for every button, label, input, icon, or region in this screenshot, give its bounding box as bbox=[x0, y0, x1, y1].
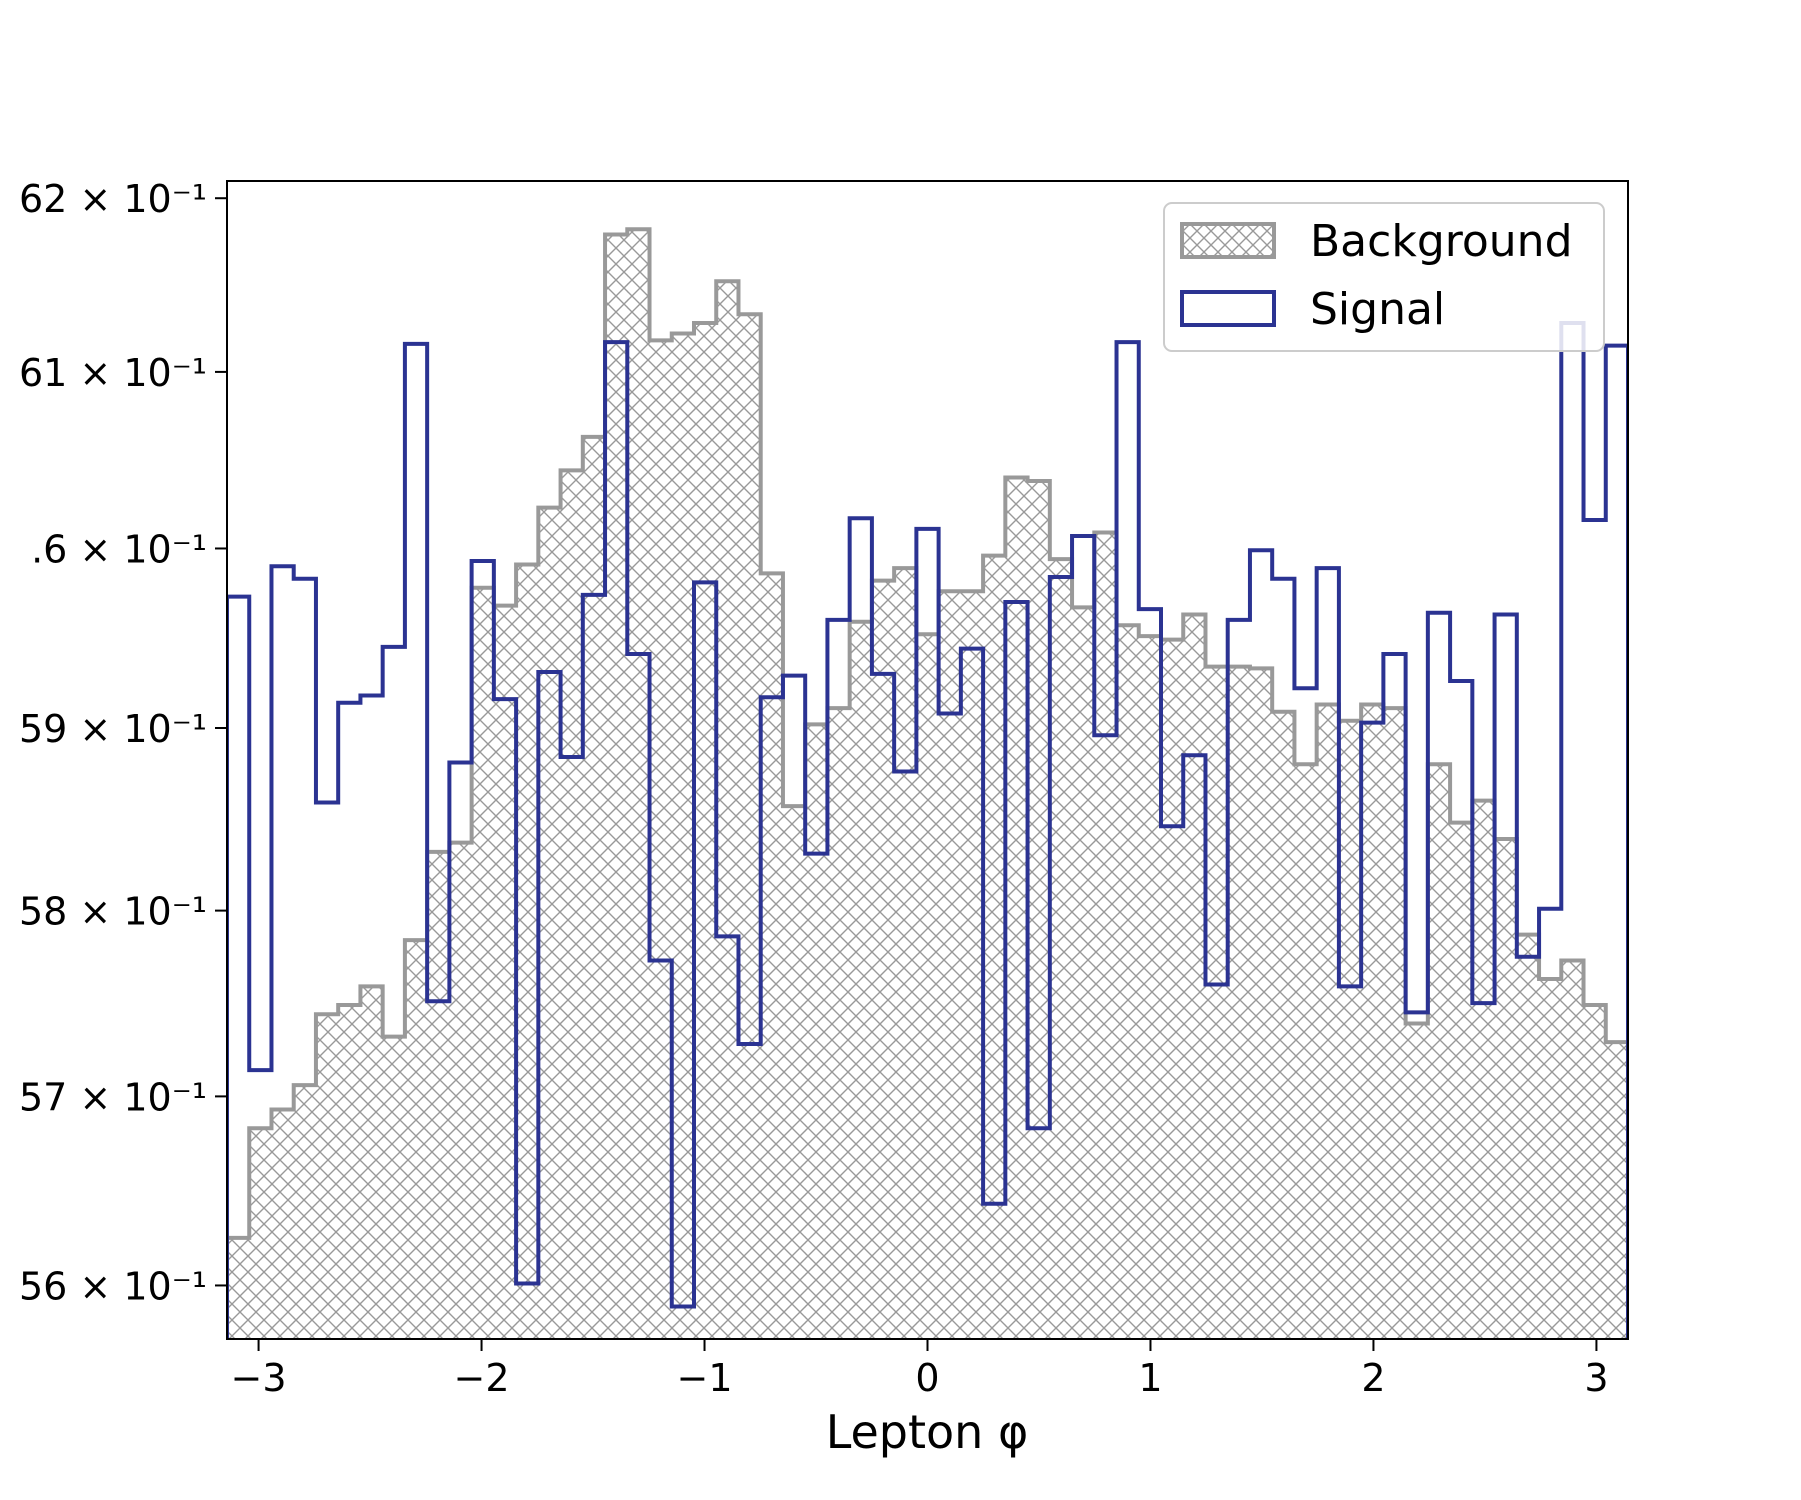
background-bar bbox=[1294, 764, 1318, 1339]
y-tick-label: 62 × 10⁻¹ bbox=[19, 177, 207, 221]
background-bar bbox=[560, 470, 584, 1339]
x-tick-label: 0 bbox=[915, 1356, 939, 1400]
x-tick-label: −1 bbox=[677, 1356, 733, 1400]
background-bar bbox=[782, 806, 806, 1339]
background-bar bbox=[1138, 636, 1162, 1339]
background-bar bbox=[1049, 559, 1073, 1339]
background-bar bbox=[227, 1237, 250, 1339]
signal-series bbox=[227, 320, 1628, 1339]
background-series bbox=[227, 227, 1628, 1339]
background-bar bbox=[805, 724, 828, 1339]
background-bar bbox=[1205, 666, 1229, 1339]
background-bar bbox=[293, 1085, 317, 1339]
background-bar bbox=[1249, 668, 1273, 1339]
background-bar bbox=[1516, 934, 1540, 1339]
legend: Background Signal bbox=[1163, 202, 1605, 352]
background-bar bbox=[1605, 1042, 1628, 1339]
background-bar bbox=[894, 568, 917, 1339]
background-bar bbox=[471, 587, 495, 1339]
y-tick-label: 59 × 10⁻¹ bbox=[19, 707, 207, 751]
background-bar bbox=[1183, 614, 1206, 1339]
background-bar bbox=[849, 621, 873, 1339]
background-bar bbox=[649, 340, 673, 1339]
y-tick-label: 56 × 10⁻¹ bbox=[19, 1264, 207, 1308]
background-bar bbox=[449, 842, 473, 1339]
background-bar bbox=[1316, 704, 1340, 1339]
background-bar bbox=[960, 591, 984, 1339]
background-bar bbox=[382, 1036, 406, 1339]
background-bar bbox=[671, 333, 695, 1339]
background-bar bbox=[1450, 822, 1473, 1339]
background-bar bbox=[1027, 481, 1051, 1339]
background-bar bbox=[493, 605, 517, 1339]
background-bar bbox=[1072, 607, 1095, 1339]
background-bar bbox=[1405, 1023, 1429, 1339]
background-bar bbox=[694, 322, 717, 1339]
signal-outline bbox=[227, 320, 1628, 1339]
legend-swatch-background bbox=[1180, 222, 1276, 259]
x-axis-label: Lepton φ bbox=[826, 1405, 1029, 1459]
background-bar bbox=[582, 436, 606, 1339]
legend-label-background: Background bbox=[1310, 216, 1573, 267]
background-bar bbox=[1583, 1004, 1607, 1339]
x-tick-label: −2 bbox=[454, 1356, 510, 1400]
background-bar bbox=[1561, 960, 1585, 1339]
background-bar bbox=[1472, 800, 1496, 1339]
background-bar bbox=[938, 591, 962, 1339]
background-bar bbox=[1272, 711, 1295, 1339]
background-bar bbox=[716, 281, 739, 1339]
background-bar bbox=[1161, 639, 1184, 1339]
legend-label-signal: Signal bbox=[1310, 284, 1445, 335]
background-bar bbox=[1094, 532, 1118, 1339]
background-bar bbox=[760, 573, 784, 1339]
y-tick-label: .6 × 10⁻¹ bbox=[31, 527, 207, 571]
background-bar bbox=[427, 851, 450, 1339]
background-bar bbox=[516, 564, 539, 1339]
background-bar bbox=[1361, 704, 1384, 1339]
legend-swatch-signal bbox=[1180, 290, 1276, 327]
y-tick-label: 61 × 10⁻¹ bbox=[19, 351, 207, 395]
y-axis: 56 × 10⁻¹ 57 × 10⁻¹ 58 × 10⁻¹ 59 × 10⁻¹ .6 ×… bbox=[19, 177, 227, 1308]
background-bar bbox=[1494, 839, 1518, 1339]
background-bar bbox=[605, 234, 628, 1339]
x-tick-label: 3 bbox=[1584, 1356, 1608, 1400]
y-tick-label: 57 × 10⁻¹ bbox=[19, 1075, 207, 1119]
background-bar bbox=[338, 1004, 361, 1339]
x-axis: −3 −2 −1 0 1 2 3 bbox=[231, 1339, 1609, 1400]
background-bar bbox=[738, 314, 762, 1339]
background-bar bbox=[1383, 708, 1407, 1339]
background-bar bbox=[983, 555, 1006, 1339]
background-bar bbox=[538, 507, 562, 1339]
y-tick-label: 58 × 10⁻¹ bbox=[19, 890, 207, 934]
background-bar bbox=[871, 580, 895, 1339]
background-bar bbox=[360, 986, 384, 1339]
background-bar bbox=[627, 229, 651, 1339]
background-bar bbox=[1338, 720, 1362, 1339]
background-bar bbox=[271, 1109, 295, 1339]
background-bar bbox=[916, 634, 940, 1339]
background-bar bbox=[1005, 477, 1029, 1339]
background-bar bbox=[1116, 625, 1140, 1339]
plot-area bbox=[227, 227, 1628, 1339]
x-tick-label: 2 bbox=[1361, 1356, 1385, 1400]
x-tick-label: 1 bbox=[1138, 1356, 1162, 1400]
background-bar bbox=[404, 940, 428, 1339]
background-bar bbox=[1427, 764, 1451, 1339]
background-bar bbox=[249, 1128, 272, 1339]
background-bar bbox=[315, 1014, 339, 1339]
background-bar bbox=[827, 708, 851, 1339]
x-tick-label: −3 bbox=[231, 1356, 287, 1400]
background-bar bbox=[1227, 666, 1251, 1339]
background-bar bbox=[1539, 978, 1562, 1339]
